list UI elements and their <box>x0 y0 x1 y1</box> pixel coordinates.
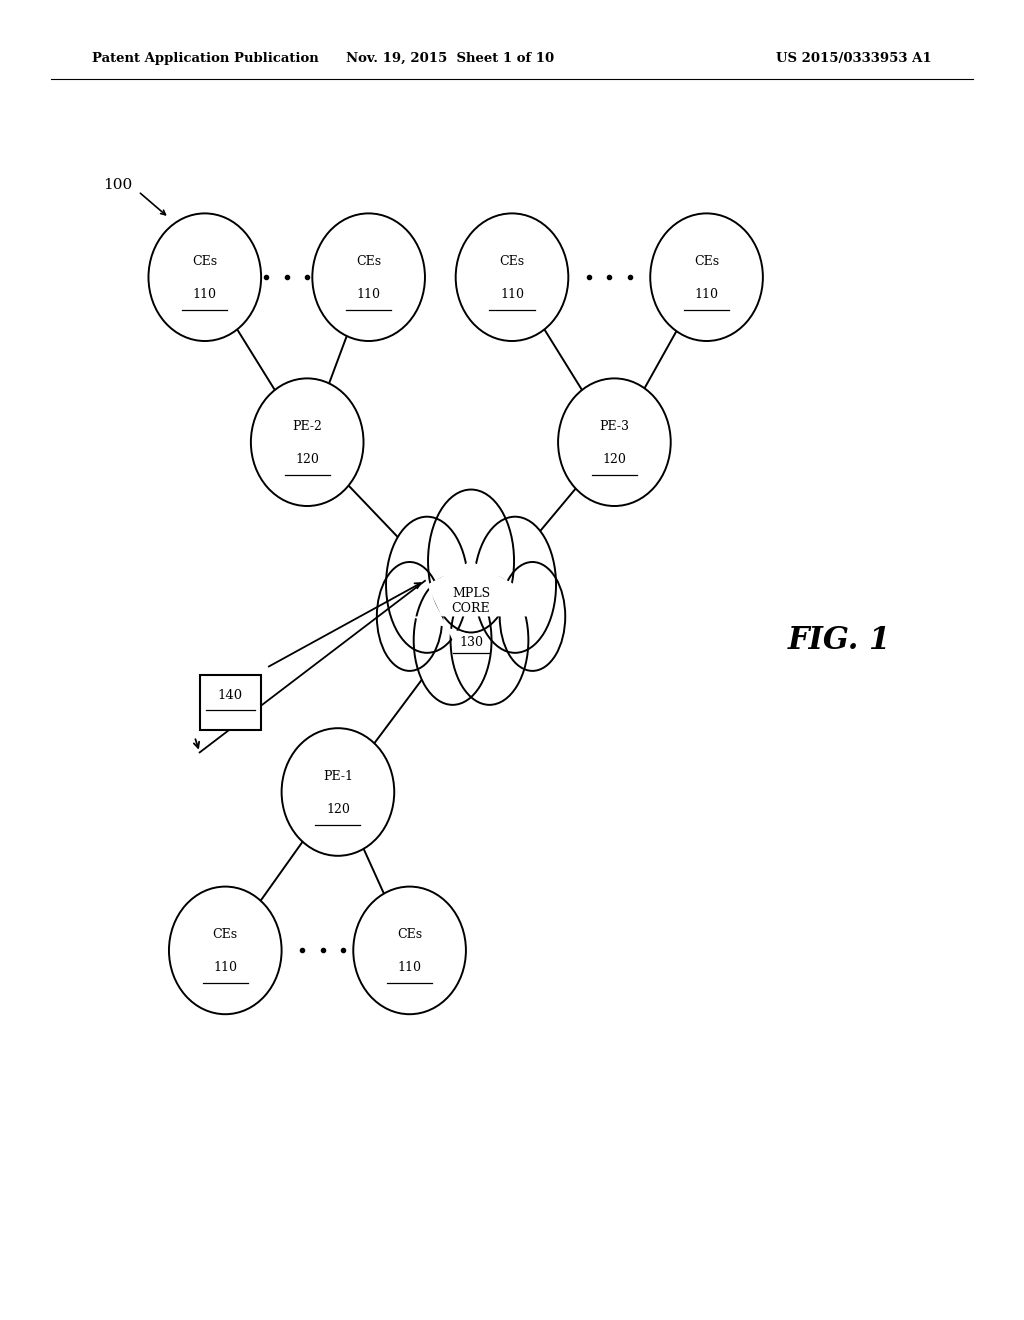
Ellipse shape <box>353 887 466 1014</box>
Ellipse shape <box>312 214 425 341</box>
Text: 110: 110 <box>694 288 719 301</box>
Text: 110: 110 <box>356 288 381 301</box>
Text: CEs: CEs <box>213 928 238 941</box>
Text: FIG. 1: FIG. 1 <box>788 624 891 656</box>
Text: PE-1: PE-1 <box>323 770 353 783</box>
Text: CEs: CEs <box>694 255 719 268</box>
Ellipse shape <box>377 562 442 671</box>
Text: US 2015/0333953 A1: US 2015/0333953 A1 <box>776 51 932 65</box>
Ellipse shape <box>169 887 282 1014</box>
Text: 110: 110 <box>213 961 238 974</box>
Text: PE-2: PE-2 <box>292 420 323 433</box>
Ellipse shape <box>558 379 671 506</box>
Polygon shape <box>410 561 532 640</box>
Text: PE-3: PE-3 <box>599 420 630 433</box>
Ellipse shape <box>451 576 528 705</box>
Ellipse shape <box>474 516 556 653</box>
Text: CEs: CEs <box>356 255 381 268</box>
Text: 120: 120 <box>295 453 319 466</box>
Text: 110: 110 <box>193 288 217 301</box>
Text: CEs: CEs <box>397 928 422 941</box>
Ellipse shape <box>650 214 763 341</box>
Ellipse shape <box>414 576 492 705</box>
Text: 120: 120 <box>326 803 350 816</box>
Text: 110: 110 <box>397 961 422 974</box>
Ellipse shape <box>251 379 364 506</box>
Text: 140: 140 <box>218 689 243 702</box>
Text: CEs: CEs <box>193 255 217 268</box>
Text: MPLS
CORE: MPLS CORE <box>452 586 490 615</box>
Ellipse shape <box>148 214 261 341</box>
Text: Nov. 19, 2015  Sheet 1 of 10: Nov. 19, 2015 Sheet 1 of 10 <box>346 51 555 65</box>
Text: CEs: CEs <box>500 255 524 268</box>
Ellipse shape <box>386 516 468 653</box>
Text: 110: 110 <box>500 288 524 301</box>
Text: 100: 100 <box>103 178 132 191</box>
Text: Patent Application Publication: Patent Application Publication <box>92 51 318 65</box>
FancyBboxPatch shape <box>200 675 261 730</box>
Ellipse shape <box>428 490 514 632</box>
Text: 120: 120 <box>602 453 627 466</box>
Ellipse shape <box>500 562 565 671</box>
Text: 130: 130 <box>459 636 483 649</box>
Ellipse shape <box>282 729 394 855</box>
Ellipse shape <box>456 214 568 341</box>
